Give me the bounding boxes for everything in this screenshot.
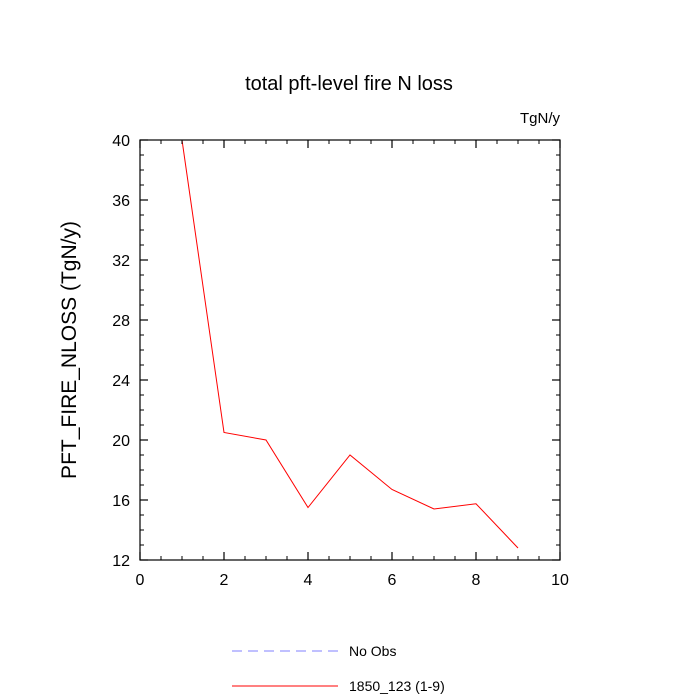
chart-title: total pft-level fire N loss <box>245 73 453 95</box>
x-tick-label: 0 <box>136 572 145 589</box>
y-tick-label: 12 <box>112 553 130 570</box>
x-tick-label: 10 <box>551 572 569 589</box>
y-tick-label: 16 <box>112 493 130 510</box>
y-axis-label: PFT_FIRE_NLOSS (TgN/y) <box>58 221 81 479</box>
units-label: TgN/y <box>520 110 561 127</box>
x-tick-label: 2 <box>220 572 229 589</box>
plot-frame <box>139 139 561 561</box>
x-tick-label: 4 <box>304 572 313 589</box>
legend-label: 1850_123 (1-9) <box>349 678 445 694</box>
legend-label: No Obs <box>349 643 396 659</box>
legend: No Obs 1850_123 (1-9) <box>232 643 445 694</box>
series-layer <box>181 139 519 549</box>
y-tick-label: 24 <box>112 373 130 390</box>
y-tick-label: 40 <box>112 133 130 150</box>
y-tick-label: 20 <box>112 433 130 450</box>
y-tick-label: 36 <box>112 193 130 210</box>
y-tick-label: 32 <box>112 253 130 270</box>
series-line-1 <box>181 139 519 549</box>
x-tick-label: 8 <box>472 572 481 589</box>
y-tick-label: 28 <box>112 313 130 330</box>
x-tick-label: 6 <box>388 572 397 589</box>
